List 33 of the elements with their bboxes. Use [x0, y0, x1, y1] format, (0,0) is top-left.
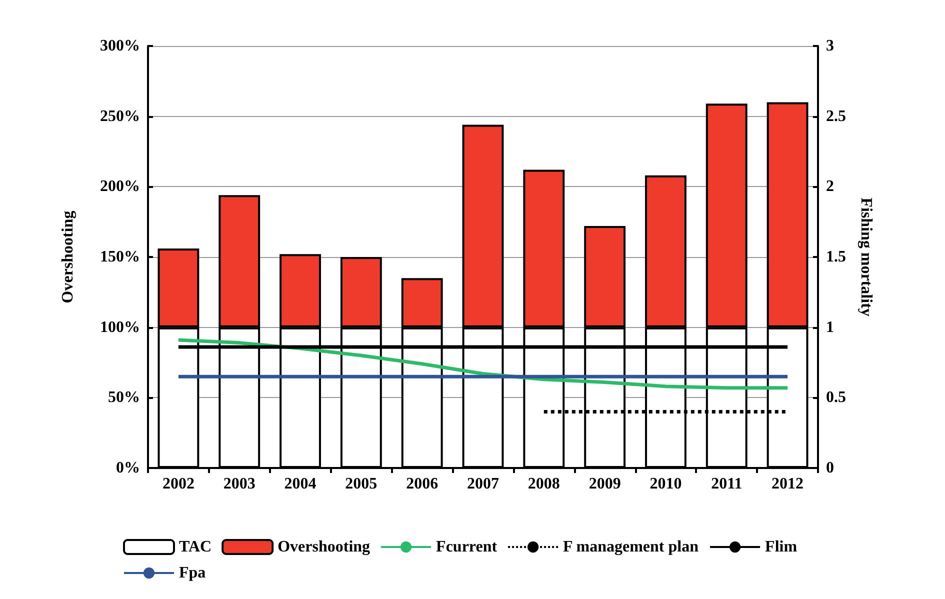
y-tick-label: 150%: [100, 248, 140, 266]
legend-label: Flim: [765, 538, 798, 556]
x-tick-label: 2012: [772, 476, 804, 492]
legend-label: TAC: [179, 538, 212, 556]
y-tick-label: 200%: [100, 178, 140, 196]
x-tick-label: 2011: [711, 476, 742, 492]
x-tick-label: 2002: [162, 476, 194, 492]
y-tick-label: 0%: [116, 460, 140, 476]
x-tick-label: 2010: [650, 476, 682, 492]
legend-label: Fcurrent: [436, 538, 498, 556]
y-tick-label: 300%: [100, 38, 140, 54]
y2-tick-label: 1: [826, 318, 834, 336]
y-axis-title: Overshooting: [60, 210, 76, 304]
legend-label: F management plan: [563, 538, 699, 556]
y-tick-label: 50%: [108, 389, 140, 406]
x-tick-label: 2003: [223, 476, 256, 492]
x-tick-label: 2008: [528, 476, 560, 492]
y2-tick-label: 2.5: [826, 108, 846, 125]
y2-tick-label: 3: [826, 38, 834, 54]
x-tick-label: 2006: [406, 476, 438, 492]
x-tick-label: 2007: [467, 476, 499, 492]
legend-label: Overshooting: [278, 538, 370, 556]
y2-tick-label: 1.5: [826, 248, 846, 266]
x-tick-label: 2004: [284, 476, 316, 492]
legend-label: Fpa: [179, 564, 206, 582]
x-tick-label: 2005: [345, 476, 378, 492]
y2-tick-label: 2: [826, 178, 834, 196]
y-tick-label: 100%: [100, 318, 140, 336]
x-tick-label: 2009: [588, 476, 621, 492]
y2-tick-label: 0: [826, 460, 834, 476]
y2-tick-label: 0.5: [826, 389, 846, 406]
y-tick-label: 250%: [100, 108, 140, 125]
y2-axis-title: Fishing mortality: [858, 198, 874, 316]
